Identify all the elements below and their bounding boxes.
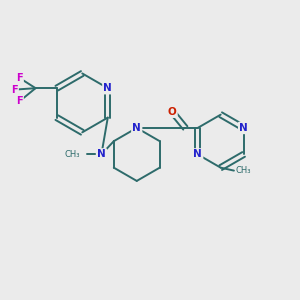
Text: N: N — [193, 149, 202, 159]
Text: O: O — [168, 107, 176, 117]
Text: F: F — [16, 73, 23, 83]
Text: N: N — [239, 123, 248, 133]
Text: N: N — [103, 83, 112, 93]
Text: N: N — [132, 123, 141, 133]
Text: N: N — [97, 149, 106, 159]
Text: CH₃: CH₃ — [65, 150, 80, 159]
Text: F: F — [16, 96, 23, 106]
Text: CH₃: CH₃ — [236, 166, 251, 175]
Text: F: F — [11, 85, 18, 94]
